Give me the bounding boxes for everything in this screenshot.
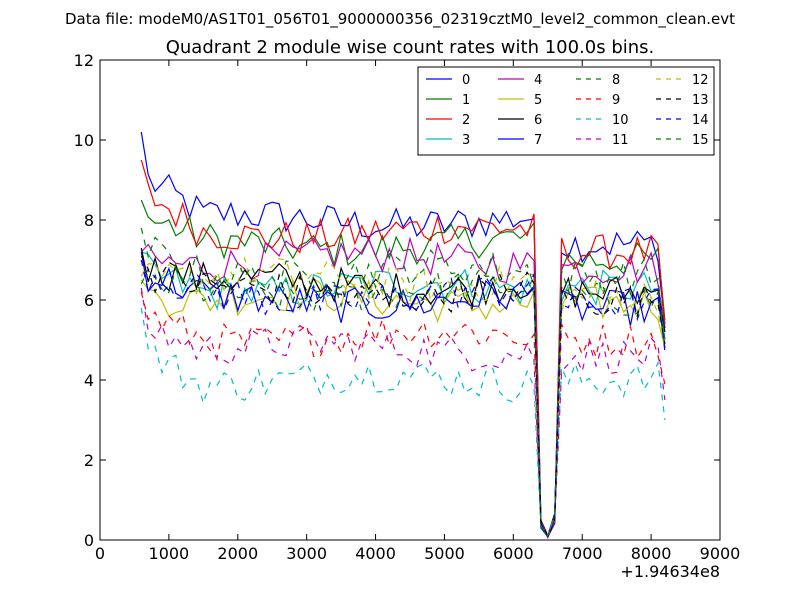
x-tick-label: 7000 bbox=[562, 544, 603, 563]
legend-label-0: 0 bbox=[462, 73, 470, 88]
series-line-4 bbox=[140, 236, 666, 539]
legend-label-5: 5 bbox=[534, 93, 542, 108]
series-line-6 bbox=[140, 247, 666, 538]
series-line-3 bbox=[141, 251, 666, 537]
x-tick-label: 5000 bbox=[424, 544, 465, 563]
legend-box bbox=[417, 66, 715, 156]
series-line-0 bbox=[140, 131, 666, 538]
legend-label-13: 13 bbox=[692, 93, 709, 108]
x-tick-label: 2000 bbox=[217, 544, 258, 563]
legend-label-3: 3 bbox=[462, 133, 470, 148]
x-tick-label: 8000 bbox=[631, 544, 672, 563]
x-tick-label: 9000 bbox=[700, 544, 741, 563]
y-tick-label: 6 bbox=[84, 291, 94, 310]
legend-label-4: 4 bbox=[534, 73, 542, 88]
series-line-1 bbox=[140, 199, 666, 540]
legend-label-1: 1 bbox=[462, 93, 470, 108]
x-tick-label: 4000 bbox=[355, 544, 396, 563]
legend-label-10: 10 bbox=[612, 113, 629, 128]
series-line-2 bbox=[140, 159, 666, 537]
legend-label-12: 12 bbox=[692, 73, 709, 88]
series-line-7 bbox=[140, 251, 666, 539]
legend-label-9: 9 bbox=[612, 93, 620, 108]
legend-label-7: 7 bbox=[534, 133, 542, 148]
series-line-9 bbox=[140, 291, 666, 539]
y-tick-label: 12 bbox=[74, 51, 94, 70]
series-line-13 bbox=[140, 255, 666, 538]
series-line-12 bbox=[140, 255, 666, 537]
y-tick-label: 2 bbox=[84, 451, 94, 470]
series-line-15 bbox=[140, 227, 666, 537]
y-tick-label: 0 bbox=[84, 531, 94, 550]
legend-label-11: 11 bbox=[612, 133, 629, 148]
legend-label-15: 15 bbox=[692, 133, 709, 148]
y-tick-label: 8 bbox=[84, 211, 94, 230]
series-line-14 bbox=[140, 259, 666, 538]
chart-title: Quadrant 2 module wise count rates with … bbox=[165, 37, 655, 58]
series-line-10 bbox=[140, 307, 666, 538]
x-offset-label: +1.94634e8 bbox=[620, 562, 720, 581]
x-tick-label: 3000 bbox=[286, 544, 327, 563]
legend-label-6: 6 bbox=[534, 113, 542, 128]
y-tick-label: 10 bbox=[74, 131, 94, 150]
legend-label-14: 14 bbox=[692, 113, 709, 128]
x-tick-label: 0 bbox=[95, 544, 105, 563]
series-line-11 bbox=[140, 287, 666, 537]
series-line-8 bbox=[140, 267, 666, 536]
series-line-5 bbox=[140, 277, 666, 538]
legend-label-8: 8 bbox=[612, 73, 620, 88]
x-tick-label: 1000 bbox=[149, 544, 190, 563]
figure-suptitle: Data file: modeM0/AS1T01_056T01_90000003… bbox=[64, 10, 736, 28]
legend-label-2: 2 bbox=[462, 113, 470, 128]
x-tick-label: 6000 bbox=[493, 544, 534, 563]
y-tick-label: 4 bbox=[84, 371, 94, 390]
